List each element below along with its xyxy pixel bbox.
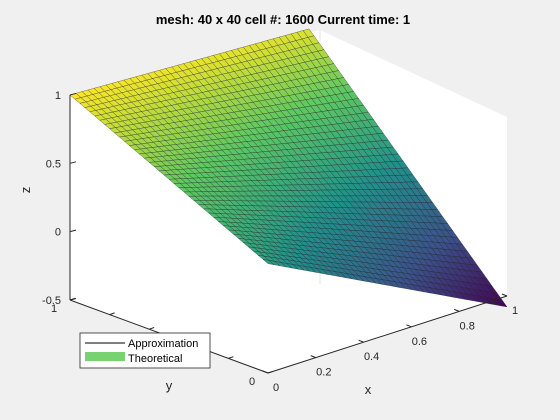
y-tick-label: 1 (51, 303, 57, 315)
legend-theoretical-label: Theoretical (128, 353, 182, 365)
y-tick-label: 0 (249, 376, 255, 388)
x-tick-label: 0.4 (364, 351, 379, 363)
x-tick-label: 0.6 (412, 336, 427, 348)
x-tick-label: 0.8 (460, 320, 475, 332)
x-tick-label: 1 (512, 305, 518, 317)
z-tick-label: 0 (55, 227, 61, 239)
x-tick-label: 0.2 (316, 367, 331, 379)
legend-approximation-label: Approximation (128, 338, 198, 350)
x-tick-label: 0 (273, 382, 279, 394)
z-axis-label: z (18, 187, 33, 194)
legend: Approximation Theoretical (80, 333, 210, 368)
z-tick-label: 1 (55, 90, 61, 102)
x-axis-label: x (365, 382, 372, 397)
z-tick-label: 0.5 (46, 158, 61, 170)
y-axis-label: y (166, 378, 173, 393)
legend-theoretical-swatch (85, 352, 125, 361)
chart-title: mesh: 40 x 40 cell #: 1600 Current time:… (156, 12, 410, 27)
